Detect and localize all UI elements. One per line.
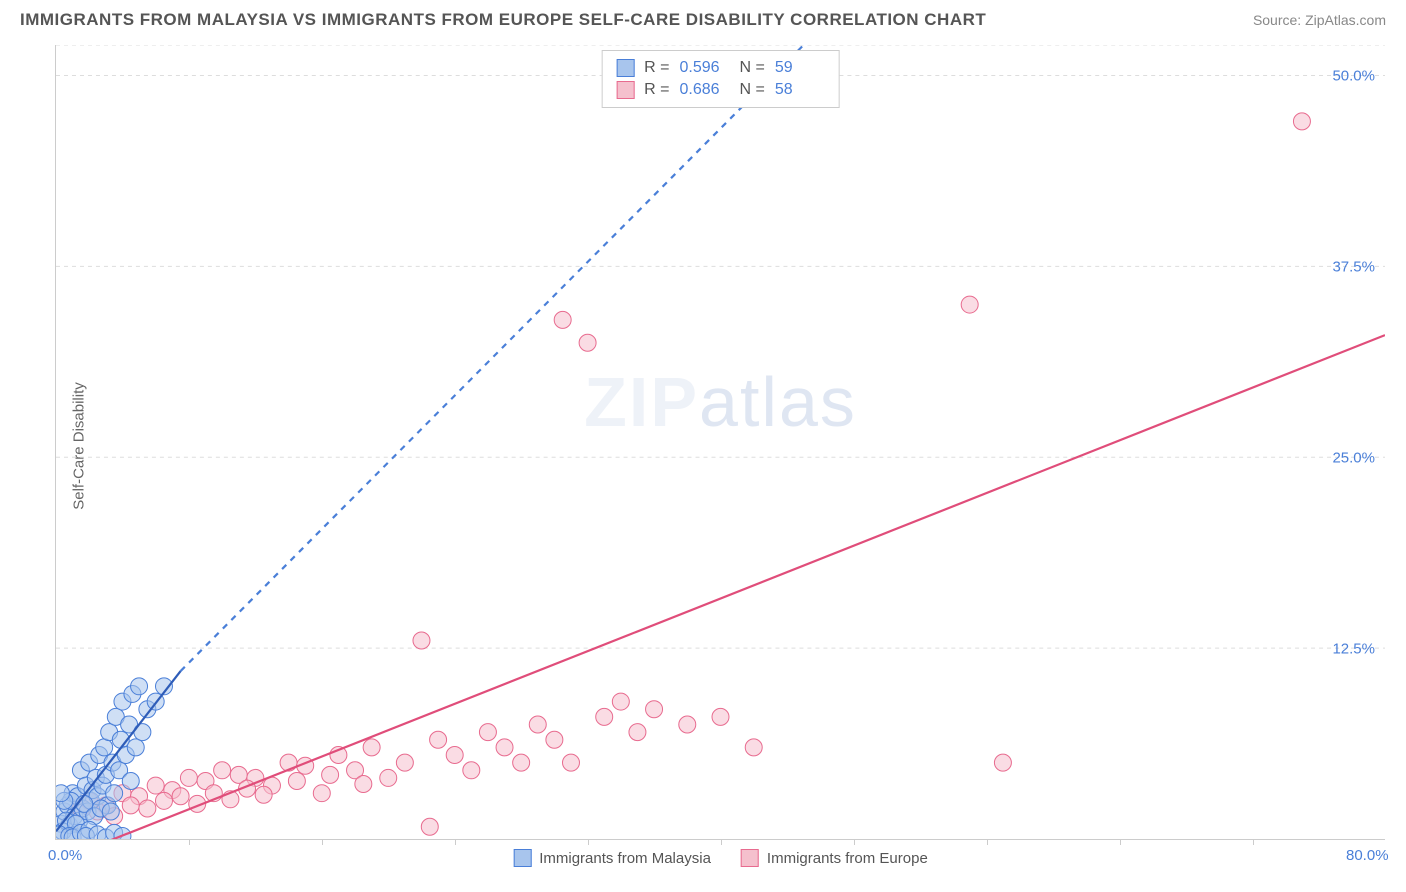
n-value-europe: 58 bbox=[775, 81, 825, 99]
xtick-label: 80.0% bbox=[1346, 847, 1389, 864]
xtick-mark bbox=[189, 839, 190, 845]
xtick-mark bbox=[1120, 839, 1121, 845]
legend-label-malaysia: Immigrants from Malaysia bbox=[539, 850, 711, 867]
swatch-malaysia bbox=[513, 849, 531, 867]
r-value-malaysia: 0.596 bbox=[680, 59, 730, 77]
ytick-label: 37.5% bbox=[1332, 258, 1375, 275]
xtick-mark bbox=[588, 839, 589, 845]
legend-item-malaysia: Immigrants from Malaysia bbox=[513, 849, 711, 867]
xtick-mark bbox=[854, 839, 855, 845]
xtick-label: 0.0% bbox=[48, 847, 82, 864]
stats-row-europe: R = 0.686 N = 58 bbox=[616, 79, 825, 101]
legend-label-europe: Immigrants from Europe bbox=[767, 850, 928, 867]
r-label: R = bbox=[644, 59, 669, 77]
ytick-label: 25.0% bbox=[1332, 449, 1375, 466]
ytick-label: 50.0% bbox=[1332, 67, 1375, 84]
n-label: N = bbox=[740, 59, 765, 77]
xtick-mark bbox=[455, 839, 456, 845]
chart-header: IMMIGRANTS FROM MALAYSIA VS IMMIGRANTS F… bbox=[0, 0, 1406, 35]
chart-title: IMMIGRANTS FROM MALAYSIA VS IMMIGRANTS F… bbox=[20, 10, 986, 30]
swatch-malaysia bbox=[616, 59, 634, 77]
chart-source: Source: ZipAtlas.com bbox=[1253, 12, 1386, 28]
stats-row-malaysia: R = 0.596 N = 59 bbox=[616, 57, 825, 79]
correlation-stats-box: R = 0.596 N = 59 R = 0.686 N = 58 bbox=[601, 50, 840, 108]
xtick-mark bbox=[721, 839, 722, 845]
legend-item-europe: Immigrants from Europe bbox=[741, 849, 928, 867]
n-label: N = bbox=[740, 81, 765, 99]
xtick-mark bbox=[1253, 839, 1254, 845]
plot-area: ZIPatlas 12.5%25.0%37.5%50.0% 0.0%80.0% … bbox=[55, 45, 1385, 840]
swatch-europe bbox=[741, 849, 759, 867]
n-value-malaysia: 59 bbox=[775, 59, 825, 77]
xtick-mark bbox=[987, 839, 988, 845]
r-value-europe: 0.686 bbox=[680, 81, 730, 99]
scatter-svg bbox=[56, 45, 1385, 839]
bottom-legend: Immigrants from Malaysia Immigrants from… bbox=[513, 849, 928, 867]
ytick-label: 12.5% bbox=[1332, 640, 1375, 657]
r-label: R = bbox=[644, 81, 669, 99]
xtick-mark bbox=[322, 839, 323, 845]
swatch-europe bbox=[616, 81, 634, 99]
